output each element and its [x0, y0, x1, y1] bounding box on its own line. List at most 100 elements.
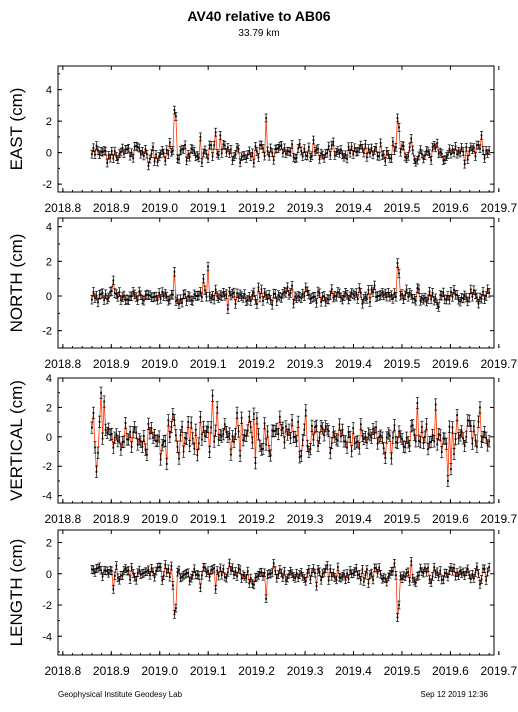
- data-point: [321, 422, 325, 435]
- data-point: [159, 453, 163, 466]
- data-point: [414, 157, 418, 167]
- data-point: [234, 427, 238, 441]
- data-point: [218, 428, 222, 442]
- data-point: [234, 299, 238, 309]
- data-point: [192, 442, 196, 455]
- data-point: [460, 569, 464, 578]
- data-point: [145, 448, 149, 461]
- data-point: [333, 573, 337, 582]
- data-point: [206, 154, 210, 163]
- data-point: [299, 293, 303, 303]
- data-point: [443, 155, 447, 164]
- data-point: [400, 432, 404, 445]
- data-point: [183, 569, 187, 579]
- data-point: [172, 610, 176, 619]
- data-point: [90, 421, 94, 434]
- data-point: [195, 449, 199, 462]
- data-point: [327, 425, 331, 438]
- data-point: [299, 449, 303, 462]
- data-point: [148, 154, 152, 164]
- data-point: [411, 145, 415, 155]
- x-tick-label: 2019.6: [432, 201, 469, 215]
- x-tick-label: 2019.5: [384, 357, 421, 371]
- data-point: [370, 284, 374, 295]
- data-point: [435, 299, 439, 309]
- data-point: [429, 578, 433, 587]
- data-point: [177, 452, 181, 465]
- data-point: [156, 157, 160, 167]
- data-point: [480, 131, 484, 140]
- data-point: [278, 410, 282, 423]
- data-point: [208, 445, 212, 458]
- data-point: [337, 148, 341, 158]
- data-point: [391, 137, 395, 146]
- data-point: [180, 420, 184, 433]
- data-point: [487, 435, 491, 448]
- data-point: [473, 568, 477, 577]
- data-point: [293, 291, 297, 302]
- data-point: [137, 433, 141, 446]
- data-point: [292, 298, 296, 309]
- data-point: [310, 419, 314, 432]
- data-point: [432, 140, 436, 150]
- data-point: [450, 292, 454, 302]
- x-tick-label: 2019.0: [141, 512, 178, 526]
- data-point: [400, 574, 404, 583]
- data-point: [475, 292, 479, 303]
- data-point: [237, 292, 241, 302]
- data-point: [447, 144, 451, 154]
- data-point: [380, 431, 384, 444]
- data-point: [377, 291, 381, 301]
- data-point: [191, 570, 195, 580]
- data-point: [425, 418, 429, 431]
- data-point: [403, 290, 407, 301]
- data-point: [337, 418, 341, 431]
- data-point: [189, 295, 193, 305]
- data-point: [389, 452, 393, 465]
- data-point: [203, 430, 207, 443]
- data-point: [172, 267, 176, 277]
- data-point: [415, 397, 419, 410]
- data-point: [351, 569, 355, 578]
- data-point: [432, 295, 436, 306]
- data-point: [389, 154, 393, 163]
- data-point: [215, 401, 219, 414]
- data-point: [308, 575, 312, 584]
- x-tick-label: 2019.1: [190, 357, 227, 371]
- data-point: [438, 147, 442, 157]
- data-point: [406, 152, 410, 161]
- data-point: [417, 151, 421, 161]
- data-point: [368, 148, 372, 158]
- data-point: [322, 291, 326, 301]
- data-point: [412, 294, 416, 304]
- data-point: [348, 430, 352, 443]
- data-point: [114, 152, 118, 161]
- data-point: [382, 442, 386, 455]
- data-point: [218, 131, 222, 140]
- data-point: [391, 431, 395, 444]
- data-point: [484, 576, 488, 585]
- data-point: [269, 569, 273, 579]
- chart-title: AV40 relative to AB06: [187, 8, 331, 24]
- data-point: [371, 575, 375, 585]
- data-point: [313, 147, 317, 156]
- data-point: [105, 426, 109, 439]
- data-point: [325, 561, 329, 570]
- data-point: [429, 294, 433, 305]
- y-tick-label: 4: [46, 373, 52, 385]
- data-point: [237, 564, 241, 573]
- data-point: [201, 420, 205, 433]
- data-point: [470, 145, 474, 154]
- data-point: [91, 143, 95, 153]
- data-point: [296, 415, 300, 428]
- data-point: [281, 289, 285, 299]
- x-tick-label: 2019.6: [432, 357, 469, 371]
- data-point: [463, 290, 467, 301]
- data-point: [108, 153, 112, 163]
- data-point: [388, 292, 392, 302]
- data-point: [350, 288, 354, 298]
- data-point: [318, 154, 322, 164]
- x-tick-label: 2019.6: [432, 664, 469, 678]
- data-point: [464, 142, 468, 152]
- data-point: [267, 289, 271, 300]
